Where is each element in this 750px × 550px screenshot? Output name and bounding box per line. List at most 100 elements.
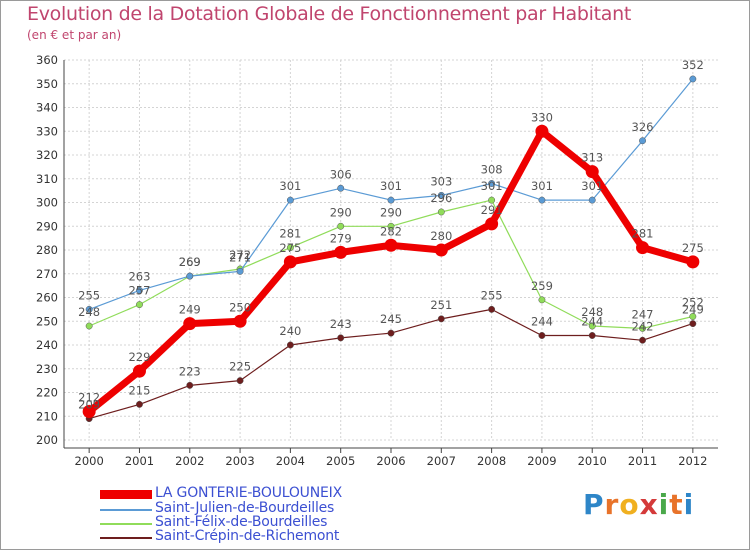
x-tick-label: 2002: [175, 454, 204, 468]
data-point: [488, 196, 496, 204]
data-point: [437, 315, 445, 323]
data-point: [588, 322, 596, 330]
y-tick-label: 220: [36, 386, 58, 400]
legend-swatch: [100, 537, 152, 539]
data-point: [488, 180, 496, 187]
logo-letter: i: [658, 488, 670, 521]
data-point: [136, 286, 143, 294]
data-label: 243: [330, 317, 352, 331]
data-label: 330: [531, 110, 553, 124]
data-point: [286, 196, 294, 204]
data-label: 247: [632, 307, 654, 321]
data-label: 352: [682, 58, 704, 72]
data-label: 275: [682, 241, 704, 255]
x-tick-label: 2004: [276, 454, 305, 468]
data-label: 244: [581, 315, 603, 329]
x-tick-label: 2007: [427, 454, 456, 468]
legend-swatch: [100, 490, 152, 499]
data-point: [387, 222, 395, 230]
data-label: 225: [229, 360, 251, 374]
logo-letter: P: [583, 488, 605, 521]
logo-letter: i: [683, 488, 695, 521]
x-tick-label: 2008: [477, 454, 506, 468]
x-tick-label: 2003: [225, 454, 254, 468]
x-tick-label: 2009: [527, 454, 556, 468]
logo-letter: t: [669, 488, 684, 521]
data-label: 326: [632, 120, 654, 134]
data-point: [538, 332, 546, 339]
data-point: [387, 329, 395, 337]
data-point: [588, 196, 596, 204]
logo-letter: x: [639, 488, 659, 521]
legend-label: Saint-Julien-de-Bourdeilles: [155, 500, 335, 516]
x-tick-label: 2000: [75, 454, 104, 468]
data-point: [689, 75, 697, 83]
legend-label: Saint-Félix-de-Bourdeilles: [155, 514, 328, 530]
data-label: 248: [78, 305, 100, 319]
data-point: [85, 322, 93, 330]
y-tick-label: 240: [36, 338, 58, 352]
legend-swatch: [100, 523, 152, 525]
data-point: [387, 196, 395, 204]
x-tick-label: 2005: [326, 454, 355, 468]
y-tick-label: 360: [36, 53, 58, 67]
data-point: [689, 320, 697, 328]
y-tick-label: 290: [36, 219, 58, 233]
data-label: 290: [330, 205, 352, 219]
data-point: [485, 217, 499, 231]
chart-subtitle: (en € et par an): [27, 28, 122, 42]
data-point: [85, 305, 93, 313]
data-point: [337, 334, 345, 342]
data-label: 263: [128, 269, 150, 283]
y-tick-label: 350: [36, 77, 58, 91]
data-point: [82, 405, 96, 418]
x-tick-label: 2010: [578, 454, 607, 468]
data-point: [437, 191, 445, 199]
data-point: [384, 238, 398, 252]
data-point: [132, 364, 146, 378]
data-label: 271: [229, 250, 251, 264]
y-tick-label: 270: [36, 267, 58, 281]
data-label: 303: [430, 174, 452, 188]
data-label: 251: [430, 298, 452, 312]
data-label: 252: [682, 296, 704, 310]
data-point: [585, 165, 599, 179]
data-point: [136, 301, 143, 309]
data-label: 250: [229, 300, 251, 314]
data-label: 301: [279, 179, 301, 193]
data-point: [186, 272, 194, 280]
x-tick-label: 2001: [125, 454, 154, 468]
y-tick-label: 300: [36, 196, 58, 210]
data-label: 281: [279, 227, 301, 241]
data-point: [535, 124, 549, 138]
data-label: 255: [78, 288, 100, 302]
data-label: 308: [481, 163, 503, 177]
data-point: [233, 314, 247, 328]
data-point: [337, 184, 345, 192]
logo-letter: o: [619, 488, 640, 521]
proxiti-logo: Proxiti: [583, 488, 694, 521]
data-label: 279: [330, 231, 352, 245]
data-point: [334, 245, 348, 259]
x-tick-label: 2006: [376, 454, 405, 468]
y-tick-label: 260: [36, 291, 58, 305]
legend-label: Saint-Crépin-de-Richemont: [155, 528, 340, 544]
data-label: 301: [380, 179, 402, 193]
legend-swatch: [100, 509, 152, 511]
y-tick-label: 330: [36, 124, 58, 138]
data-label: 301: [581, 179, 603, 193]
data-label: 242: [632, 319, 654, 333]
data-point: [434, 243, 448, 257]
data-point: [488, 305, 496, 313]
data-label: 269: [179, 255, 201, 269]
data-label: 259: [531, 279, 553, 293]
data-point: [538, 196, 546, 204]
data-label: 290: [380, 205, 402, 219]
data-point: [686, 255, 700, 269]
y-tick-label: 340: [36, 101, 58, 115]
data-label: 229: [128, 350, 150, 364]
data-point: [639, 324, 646, 332]
data-point: [588, 332, 596, 339]
data-label: 282: [380, 224, 402, 238]
